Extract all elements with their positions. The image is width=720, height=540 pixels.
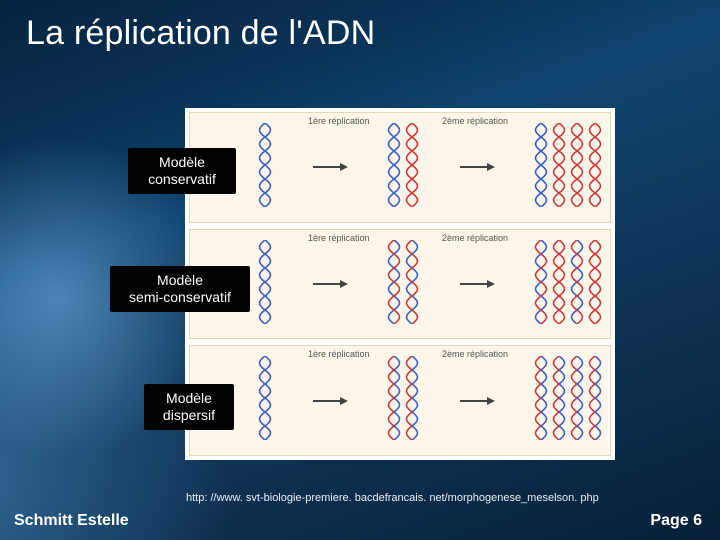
helix-group (258, 356, 272, 445)
model-label: Modèle semi-conservatif (110, 266, 250, 312)
dna-helix (552, 123, 566, 212)
dna-helix (534, 356, 548, 445)
dna-helix (387, 240, 401, 329)
dna-helix (570, 356, 584, 445)
dna-helix (534, 240, 548, 329)
dna-helix (258, 356, 272, 445)
helix-group (258, 123, 272, 212)
arrow-icon (311, 162, 349, 172)
rep-label-2: 2ème réplication (442, 117, 508, 127)
helix-group (258, 240, 272, 329)
dna-helix (570, 123, 584, 212)
dna-helix (588, 123, 602, 212)
arrow-icon (311, 279, 349, 289)
arrow-icon (458, 396, 496, 406)
helix-group (387, 240, 419, 329)
rep-label-1: 1ère réplication (308, 117, 370, 127)
page-title: La réplication de l'ADN (26, 14, 375, 53)
dna-helix (588, 356, 602, 445)
rep-label-1: 1ère réplication (308, 234, 370, 244)
dna-helix (405, 123, 419, 212)
dna-helix (552, 356, 566, 445)
dna-helix (258, 123, 272, 212)
footer-author: Schmitt Estelle (14, 512, 129, 530)
model-panel: 1ère réplication 2ème réplication (189, 112, 611, 223)
footer-page: Page 6 (650, 512, 702, 530)
arrow-icon (458, 162, 496, 172)
dna-helix (534, 123, 548, 212)
model-label: Modèle conservatif (128, 148, 236, 194)
source-url: http: //www. svt-biologie-premiere. bacd… (186, 492, 599, 504)
rep-label-2: 2ème réplication (442, 350, 508, 360)
dna-helix (588, 240, 602, 329)
dna-helix (570, 240, 584, 329)
helix-group (534, 356, 602, 445)
dna-helix (405, 240, 419, 329)
dna-helix (258, 240, 272, 329)
arrow-icon (311, 396, 349, 406)
dna-helix (405, 356, 419, 445)
model-panel: 1ère réplication 2ème réplication (189, 345, 611, 456)
helix-group (534, 123, 602, 212)
model-panel: 1ère réplication 2ème réplication (189, 229, 611, 340)
dna-helix (387, 123, 401, 212)
rep-label-1: 1ère réplication (308, 350, 370, 360)
helix-group (387, 123, 419, 212)
model-label: Modèle dispersif (144, 384, 234, 430)
dna-helix (387, 356, 401, 445)
helix-group (387, 356, 419, 445)
arrow-icon (458, 279, 496, 289)
rep-label-2: 2ème réplication (442, 234, 508, 244)
helix-group (534, 240, 602, 329)
dna-helix (552, 240, 566, 329)
